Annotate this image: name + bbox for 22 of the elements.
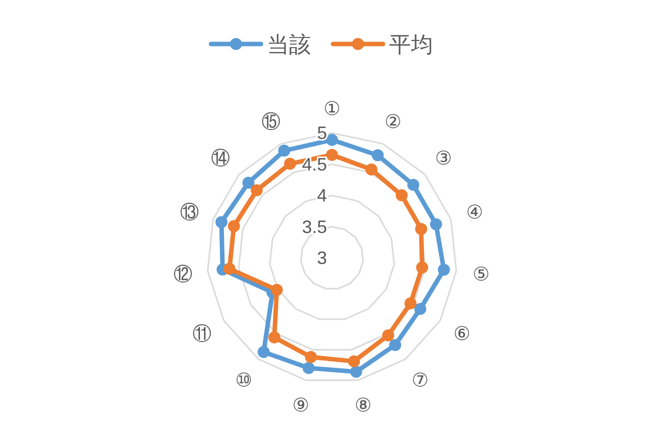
spoke-label: ⑮ — [261, 112, 280, 133]
spoke-label: ⑪ — [192, 324, 212, 345]
spoke-label: ⑤ — [472, 264, 490, 286]
spoke-label: ⑩ — [235, 370, 252, 392]
spoke-label: ④ — [466, 202, 484, 224]
legend-label: 平均 — [389, 32, 433, 57]
spoke-label: ⑥ — [453, 324, 470, 345]
spoke-label: ② — [384, 112, 402, 133]
spoke-label: ⑭ — [211, 148, 230, 170]
spoke-label: ⑫ — [173, 264, 192, 286]
spoke-label: ③ — [434, 148, 452, 170]
y-tick-label: 3.5 — [302, 216, 327, 237]
spoke-label: ① — [323, 99, 341, 120]
spoke-label: ⑧ — [354, 396, 372, 417]
legend-label: 当該 — [267, 32, 311, 57]
y-tick-label: 5 — [316, 123, 327, 143]
spoke-label: ⑦ — [412, 370, 429, 392]
y-tick-label: 4.5 — [302, 154, 327, 174]
spoke-label: ⑬ — [180, 202, 199, 224]
y-tick-label: 3 — [316, 248, 327, 268]
spoke-label: ⑨ — [292, 396, 310, 417]
y-tick-label: 4 — [316, 186, 327, 206]
